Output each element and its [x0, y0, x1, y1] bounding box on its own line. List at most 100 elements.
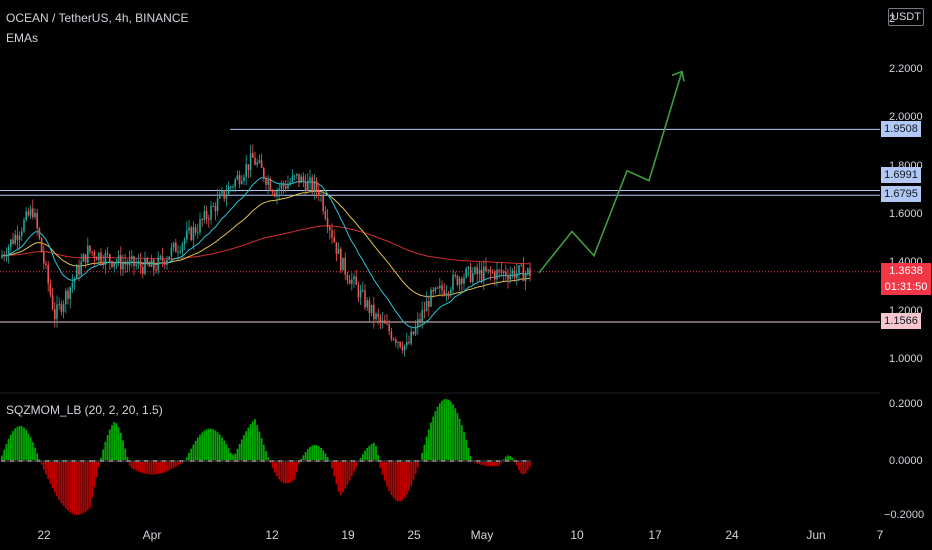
squeeze-dot [14, 460, 17, 462]
candle-body [153, 259, 155, 270]
price-tick: 1.6000 [889, 208, 923, 220]
momentum-bar [62, 461, 65, 507]
candle-body [175, 242, 177, 253]
squeeze-dot [64, 460, 67, 462]
momentum-bar [179, 461, 182, 465]
candle-body [505, 271, 507, 277]
candle-body [71, 282, 74, 288]
momentum-bar [287, 461, 289, 484]
squeeze-dot [313, 460, 316, 462]
time-tick: 25 [407, 528, 421, 542]
squeeze-dot [410, 460, 413, 462]
momentum-bar [256, 425, 259, 461]
candle-body [423, 310, 426, 312]
momentum-bar [159, 461, 162, 474]
time-tick: 7 [876, 528, 884, 542]
squeeze-dot [419, 460, 421, 462]
candle-body [463, 277, 465, 284]
momentum-bar [53, 461, 56, 493]
momentum-bar [238, 444, 241, 461]
squeeze-dot [93, 460, 96, 462]
candle-body [205, 210, 208, 219]
squeeze-dot [317, 460, 320, 462]
squeeze-dot [287, 460, 289, 462]
momentum-bar [18, 425, 21, 461]
squeeze-dot [522, 460, 525, 462]
squeeze-dot [414, 460, 417, 462]
candle-body [21, 231, 23, 236]
momentum-bar [135, 461, 138, 471]
momentum-bar [205, 429, 208, 461]
candle-body [260, 160, 263, 168]
squeeze-dot [509, 460, 512, 462]
symbol-title[interactable]: OCEAN / TetherUS, 4h, BINANCE [6, 11, 189, 25]
squeeze-dot [119, 460, 122, 462]
momentum-bar [436, 406, 439, 461]
squeeze-dot [434, 460, 437, 462]
momentum-bar [40, 461, 43, 465]
candle-body [375, 313, 377, 320]
momentum-bar [379, 461, 382, 469]
momentum-bar [3, 449, 6, 461]
candle-body [5, 255, 8, 257]
candle-body [456, 275, 459, 285]
squeeze-dot [122, 460, 124, 462]
momentum-bar [78, 461, 80, 515]
momentum-bar [155, 461, 157, 475]
candle-body [133, 256, 135, 266]
momentum-bar [89, 461, 91, 508]
squeeze-dot [232, 460, 234, 462]
candle-body [236, 175, 239, 180]
squeeze-dot [214, 460, 217, 462]
squeeze-dot [311, 460, 314, 462]
indicator-emas[interactable]: EMAs [6, 31, 39, 45]
squeeze-dot [269, 460, 272, 462]
momentum-bar [240, 439, 243, 461]
squeeze-dot [346, 460, 349, 462]
squeeze-dot [188, 460, 190, 462]
squeeze-dot [511, 460, 514, 462]
indicator-sqzmom[interactable]: SQZMOM_LB (20, 2, 20, 1.5) [6, 403, 163, 417]
squeeze-dot [258, 460, 261, 462]
momentum-bar [416, 461, 419, 468]
momentum-bar [364, 450, 366, 461]
candle-body [307, 180, 309, 192]
candle-body [188, 227, 190, 231]
candle-body [520, 264, 522, 266]
squeeze-dot [62, 460, 65, 462]
squeeze-dot [260, 460, 263, 462]
momentum-bar [232, 454, 234, 461]
candle-body [111, 261, 113, 267]
squeeze-dot [485, 460, 487, 462]
candle-body [386, 323, 388, 325]
squeeze-dot [408, 460, 410, 462]
candles [1, 144, 531, 357]
momentum-bar [366, 447, 369, 461]
momentum-bar [493, 461, 496, 467]
candle-body [241, 180, 243, 184]
momentum-bar [309, 446, 311, 461]
squeeze-dot [324, 460, 327, 462]
momentum-bar [141, 461, 144, 474]
momentum-bar [49, 461, 52, 484]
momentum-bar [161, 461, 164, 473]
sqzmom-histogram [1, 398, 531, 515]
candle-body [67, 290, 69, 299]
momentum-bar [467, 447, 470, 461]
squeeze-dot [529, 460, 531, 462]
candle-body [434, 287, 437, 292]
momentum-bar [408, 461, 410, 491]
squeeze-dot [80, 460, 83, 462]
candle-body [170, 247, 173, 257]
squeeze-dot [491, 460, 494, 462]
candle-body [524, 273, 527, 281]
currency-button[interactable]: USDT [888, 8, 924, 26]
price-tick: 1.0000 [889, 353, 923, 365]
candle-body [146, 258, 148, 264]
squeeze-dot [370, 460, 373, 462]
squeeze-dot [174, 460, 177, 462]
momentum-bar [260, 438, 263, 461]
candle-body [487, 269, 489, 271]
candle-body [265, 178, 267, 185]
